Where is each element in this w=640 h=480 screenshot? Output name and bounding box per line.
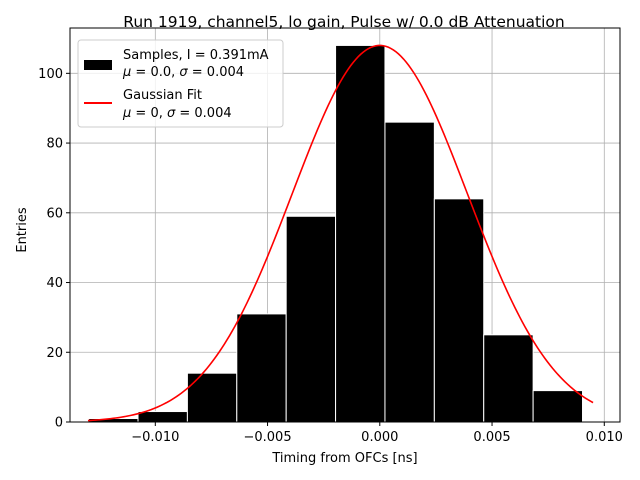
chart-title: Run 1919, channel5, lo gain, Pulse w/ 0.… [123, 13, 564, 31]
x-axis-label: Timing from OFCs [ns] [271, 451, 417, 466]
legend: Samples, I = 0.391mA μ = 0.0, σ = 0.004 … [77, 39, 284, 128]
legend-stats-fit: μ = 0, σ = 0.004 [122, 106, 232, 121]
histogram-bar [532, 390, 584, 423]
x-tick-label: 0.000 [361, 430, 398, 445]
plot-frame [69, 27, 621, 423]
x-axis-ticks: −0.010 −0.005 0.000 0.005 0.010 [131, 422, 623, 445]
y-tick-label: 40 [46, 276, 63, 291]
histogram-bar [285, 215, 337, 423]
legend-label-samples: Samples, I = 0.391mA [123, 48, 269, 63]
y-tick-label: 100 [38, 67, 63, 82]
gaussian-fit-curve [87, 44, 594, 422]
legend-label-fit: Gaussian Fit [123, 88, 202, 103]
x-tick-label: 0.010 [586, 430, 623, 445]
legend-box [77, 39, 284, 128]
legend-stats-samples: μ = 0.0, σ = 0.004 [122, 65, 244, 80]
y-tick-label: 60 [46, 206, 63, 221]
histogram-bar [433, 198, 485, 423]
histogram-bar [236, 313, 287, 423]
y-tick-label: 80 [46, 137, 63, 152]
histogram-bar [483, 334, 534, 423]
y-axis-ticks: 0 20 40 60 80 100 [38, 67, 70, 431]
y-tick-label: 20 [46, 346, 63, 361]
x-tick-label: 0.005 [473, 430, 510, 445]
histogram-bar [137, 411, 188, 423]
bars [88, 44, 584, 423]
histogram-bar [186, 372, 238, 423]
histogram-bar [335, 44, 386, 423]
y-axis-label: Entries [15, 207, 30, 253]
y-tick-label: 0 [55, 416, 63, 431]
histogram-bar [384, 121, 435, 423]
x-tick-label: −0.005 [243, 430, 291, 445]
x-tick-label: −0.010 [131, 430, 179, 445]
legend-swatch-samples [84, 60, 112, 70]
